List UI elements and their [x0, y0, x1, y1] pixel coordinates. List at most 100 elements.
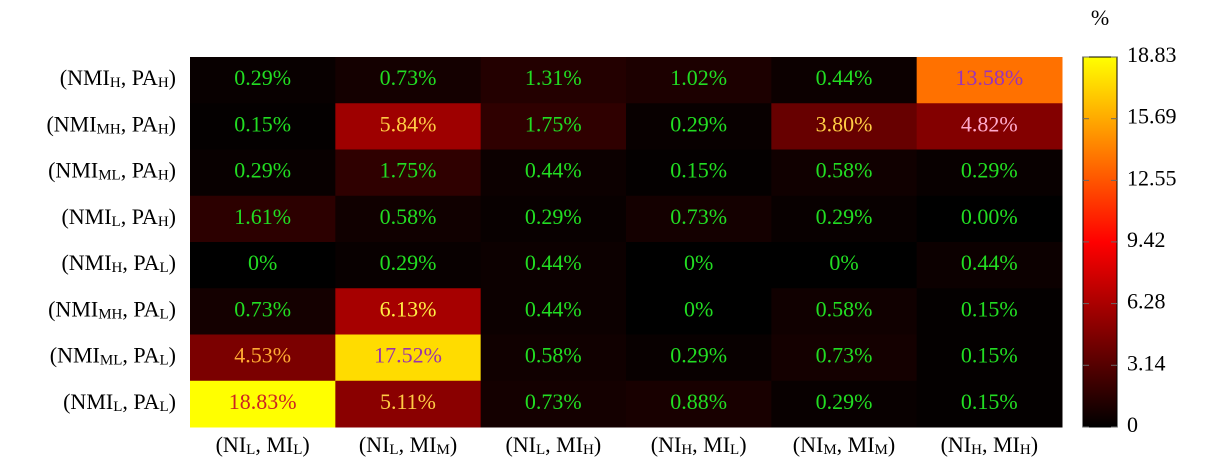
- subscript: ML: [100, 353, 123, 369]
- heat-cell: [916, 334, 1063, 382]
- heat-cell: [626, 242, 772, 289]
- label-part: , MI: [837, 432, 875, 457]
- heat-cell: [190, 380, 336, 428]
- heat-cell: [190, 103, 336, 150]
- label-part: (NMI: [46, 111, 96, 136]
- subscript: H: [583, 442, 594, 458]
- heat-cell: [480, 334, 627, 382]
- cell-label: 5.11%: [380, 389, 436, 414]
- heat-cell: [626, 334, 772, 382]
- subscript: H: [971, 442, 982, 458]
- label-part: ): [169, 296, 176, 321]
- cell-label: 0.15%: [234, 111, 291, 136]
- heat-cell: [626, 149, 772, 197]
- cell-label: 0%: [684, 296, 713, 321]
- subscript: L: [293, 442, 302, 458]
- heat-cell: [480, 380, 627, 428]
- heat-cell: [480, 103, 627, 150]
- heat-cell: [626, 195, 772, 243]
- colorbar-tick-label: 18.83: [1127, 42, 1177, 67]
- cell-label: 0.73%: [234, 296, 291, 321]
- cell-label: 0.73%: [670, 204, 727, 229]
- label-part: ): [594, 432, 601, 457]
- cell-label: 4.82%: [961, 111, 1018, 136]
- heat-cell: [335, 103, 482, 150]
- heat-cell: [190, 242, 336, 289]
- axis-label: (NMIH, PAL): [61, 250, 176, 276]
- subscript: L: [160, 260, 169, 276]
- label-part: , MI: [982, 432, 1020, 457]
- heat-cell: [626, 57, 772, 104]
- heat-cell: [480, 57, 627, 104]
- subscript: H: [158, 122, 169, 138]
- label-part: ): [169, 389, 176, 414]
- cell-label: 0.29%: [234, 158, 291, 183]
- label-part: (NMI: [63, 389, 113, 414]
- axis-label: (NIL, MIL): [216, 432, 310, 458]
- cell-label: 0.44%: [525, 250, 582, 275]
- axis-label: (NMIMH, PAL): [48, 296, 176, 322]
- label-part: , PA: [121, 158, 158, 183]
- cell-label: 0.29%: [816, 389, 873, 414]
- heat-cell: [335, 380, 482, 428]
- heat-cell: [771, 334, 918, 382]
- label-part: (NI: [651, 432, 682, 457]
- cell-label: 0.29%: [670, 343, 727, 368]
- label-part: , PA: [121, 204, 158, 229]
- label-part: (NI: [793, 432, 824, 457]
- cell-label: 4.53%: [234, 343, 291, 368]
- label-part: (NI: [505, 432, 536, 457]
- label-part: , PA: [122, 389, 159, 414]
- cell-label: 0.73%: [380, 65, 437, 90]
- heat-cell: [480, 242, 627, 289]
- cell-label: 0.73%: [525, 389, 582, 414]
- cell-label: 0.88%: [670, 389, 727, 414]
- cell-label: 18.83%: [229, 389, 297, 414]
- cell-label: 13.58%: [955, 65, 1023, 90]
- subscript: L: [160, 399, 169, 415]
- axis-label: (NIL, MIH): [505, 432, 601, 458]
- colorbar-tick-label: 9.42: [1127, 227, 1166, 252]
- label-part: (NMI: [61, 250, 111, 275]
- heat-cell: [190, 334, 336, 382]
- subscript: L: [112, 214, 121, 230]
- axis-label: (NMIL, PAL): [63, 389, 176, 415]
- cell-label: 0.29%: [525, 204, 582, 229]
- cell-label: 17.52%: [374, 343, 442, 368]
- heat-cell: [771, 288, 918, 335]
- cell-label: 0.44%: [816, 65, 873, 90]
- subscript: L: [113, 399, 122, 415]
- label-part: ): [169, 158, 176, 183]
- heat-cell: [771, 195, 918, 243]
- subscript: M: [875, 442, 888, 458]
- heat-cell: [335, 195, 482, 243]
- label-part: ): [169, 343, 176, 368]
- axis-label: (NMIML, PAL): [50, 343, 176, 369]
- heat-cell: [335, 57, 482, 104]
- heat-cell: [626, 288, 772, 335]
- cell-label: 0.29%: [961, 158, 1018, 183]
- label-part: (NI: [359, 432, 390, 457]
- subscript: H: [158, 214, 169, 230]
- heat-cell: [771, 149, 918, 197]
- subscript: M: [823, 442, 836, 458]
- label-part: (NI: [941, 432, 972, 457]
- heat-cell: [626, 380, 772, 428]
- label-part: , PA: [122, 250, 159, 275]
- cell-label: 0%: [684, 250, 713, 275]
- cell-label: 1.75%: [380, 158, 437, 183]
- heat-cell: [190, 288, 336, 335]
- label-part: , PA: [121, 111, 158, 136]
- label-part: , MI: [692, 432, 730, 457]
- label-part: ): [302, 432, 309, 457]
- cell-label: 0.29%: [816, 204, 873, 229]
- label-part: ): [169, 65, 176, 90]
- cell-label: 0.73%: [816, 343, 873, 368]
- cell-label: 0.29%: [380, 250, 437, 275]
- heat-cell: [480, 149, 627, 197]
- cell-label: 0.15%: [961, 343, 1018, 368]
- label-part: , PA: [122, 343, 159, 368]
- cell-label: 1.31%: [525, 65, 582, 90]
- cell-label: 0.00%: [961, 204, 1018, 229]
